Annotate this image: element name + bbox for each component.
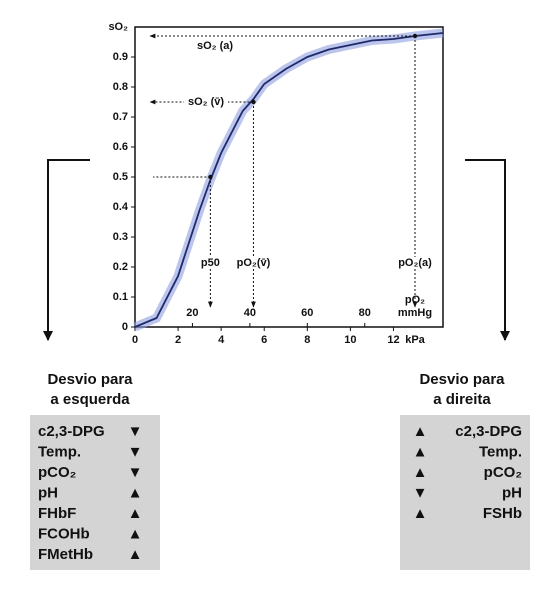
panel-item: FHbF	[38, 505, 76, 522]
point	[251, 99, 256, 105]
p-label: pO₂(a)	[398, 257, 432, 269]
x2-tick-label: 80	[359, 307, 371, 319]
x-tick-label: 6	[261, 334, 267, 346]
x-tick-label: 0	[132, 334, 138, 346]
x-tick-label: 10	[344, 334, 356, 346]
panel-arrow: ▼	[128, 443, 143, 460]
panel-item: pCO₂	[38, 464, 76, 481]
panel-arrow: ▲	[413, 443, 428, 460]
y-tick-label: 0	[122, 321, 128, 333]
y-tick-label: 0.5	[113, 171, 128, 183]
panel-item: FCOHb	[38, 525, 90, 542]
s-label: sO₂ (a)	[197, 40, 233, 52]
curve	[134, 32, 444, 328]
p-label: pO₂(v̄)	[237, 257, 271, 269]
x-tick-label: 12	[387, 334, 399, 346]
panel-title: a direita	[433, 391, 491, 408]
panel-arrow: ▲	[413, 464, 428, 481]
panel-item: c2,3-DPG	[455, 423, 522, 440]
panel-arrow: ▲	[413, 505, 428, 522]
point	[412, 33, 418, 39]
panel-title: Desvio para	[47, 371, 133, 388]
panel-item: pCO₂	[484, 464, 522, 481]
panel-item: Temp.	[38, 443, 81, 460]
panel-arrow: ▼	[128, 423, 143, 440]
y-tick-label: 0.4	[113, 201, 129, 213]
y-tick-label: 0.9	[113, 51, 128, 63]
x2-tick-label: 60	[301, 307, 313, 319]
x-axis-label: kPa	[405, 334, 425, 346]
y-tick-label: 0.8	[113, 81, 128, 93]
point	[208, 174, 213, 180]
y-tick-label: 0.3	[113, 231, 128, 243]
panel-item: FMetHb	[38, 546, 93, 563]
x-tick-label: 2	[175, 334, 181, 346]
right-shift-arrow	[465, 159, 510, 341]
x-tick-label: 8	[304, 334, 310, 346]
panel-arrow: ▲	[413, 423, 428, 440]
y-tick-label: 0.1	[113, 291, 128, 303]
panel-title: Desvio para	[419, 371, 505, 388]
y-tick-label: 0.2	[113, 261, 128, 273]
panel-arrow: ▼	[413, 484, 428, 501]
label-bg	[184, 95, 228, 109]
panel-arrow: ▲	[128, 525, 143, 542]
panel-arrow: ▼	[128, 464, 143, 481]
x2-axis-unit: mmHg	[398, 307, 432, 319]
panel-arrow: ▲	[128, 505, 143, 522]
y-tick-label: 0.6	[113, 141, 128, 153]
panel-item: c2,3-DPG	[38, 423, 105, 440]
panel-arrow: ▲	[128, 484, 143, 501]
y-axis-label: sO₂	[108, 21, 128, 33]
right-panel	[400, 415, 530, 570]
panel-item: FSHb	[483, 505, 522, 522]
x2-tick-label: 20	[186, 307, 198, 319]
left-shift-arrow	[43, 159, 90, 341]
p-label: p50	[201, 257, 220, 269]
x-tick-label: 4	[218, 334, 225, 346]
panel-item: Temp.	[479, 443, 522, 460]
panel-arrow: ▲	[128, 546, 143, 563]
panel-item: pH	[502, 484, 522, 501]
left-panel	[30, 415, 160, 570]
x2-axis-label: pO₂	[405, 294, 425, 306]
x2-tick-label: 40	[244, 307, 256, 319]
s-label: sO₂ (v̄)	[188, 96, 224, 108]
panel-item: pH	[38, 484, 58, 501]
y-tick-label: 0.7	[113, 111, 128, 123]
panel-title: a esquerda	[50, 391, 130, 408]
